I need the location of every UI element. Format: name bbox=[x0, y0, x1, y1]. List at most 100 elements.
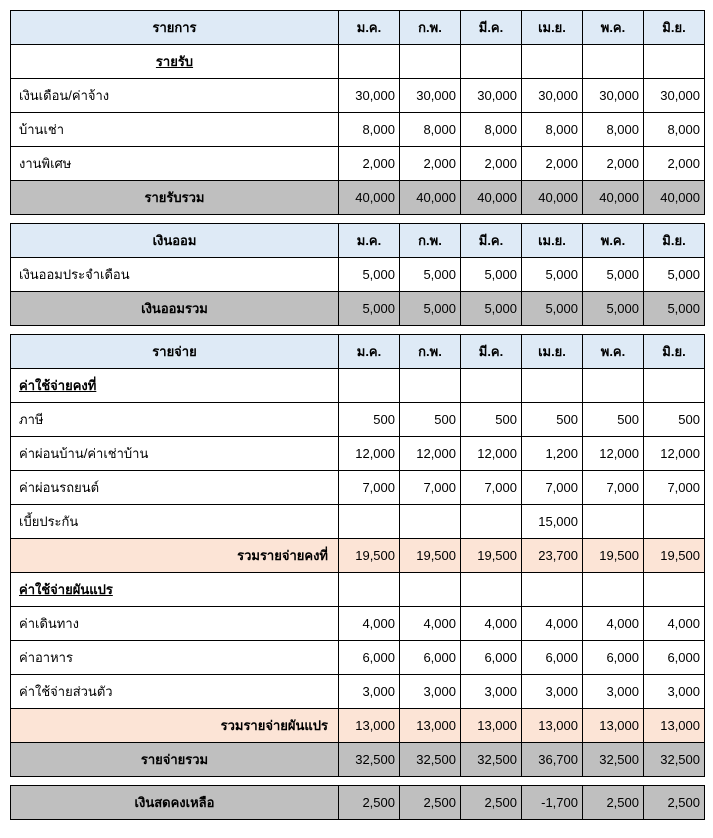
variable-subtotal-label: รวมรายจ่ายผันแปร bbox=[11, 709, 339, 743]
table-row: ค่าผ่อนบ้าน/ค่าเช่าบ้าน 12,000 12,000 12… bbox=[11, 437, 705, 471]
cell: 12,000 bbox=[400, 437, 461, 471]
cell: 500 bbox=[522, 403, 583, 437]
cell: 30,000 bbox=[522, 79, 583, 113]
remaining-label: เงินสดคงเหลือ bbox=[11, 786, 339, 820]
cell: 7,000 bbox=[339, 471, 400, 505]
cell: 12,000 bbox=[339, 437, 400, 471]
table-row: ค่าใช้จ่ายส่วนตัว 3,000 3,000 3,000 3,00… bbox=[11, 675, 705, 709]
income-header-label: รายการ bbox=[11, 11, 339, 45]
table-row: เบี้ยประกัน 15,000 bbox=[11, 505, 705, 539]
cell: 7,000 bbox=[461, 471, 522, 505]
cell: 19,500 bbox=[400, 539, 461, 573]
cell: 32,500 bbox=[339, 743, 400, 777]
month-header: มิ.ย. bbox=[644, 224, 705, 258]
cell: 3,000 bbox=[522, 675, 583, 709]
expenses-total-row: รายจ่ายรวม 32,500 32,500 32,500 36,700 3… bbox=[11, 743, 705, 777]
month-header: มิ.ย. bbox=[644, 335, 705, 369]
cell: 32,500 bbox=[461, 743, 522, 777]
cell: 12,000 bbox=[461, 437, 522, 471]
row-label: ค่าเดินทาง bbox=[11, 607, 339, 641]
month-header: มี.ค. bbox=[461, 224, 522, 258]
cell: 5,000 bbox=[339, 292, 400, 326]
month-header: ม.ค. bbox=[339, 335, 400, 369]
cell: 13,000 bbox=[522, 709, 583, 743]
variable-section-row: ค่าใช้จ่ายผันแปร bbox=[11, 573, 705, 607]
cell: 7,000 bbox=[583, 471, 644, 505]
row-label: เงินเดือน/ค่าจ้าง bbox=[11, 79, 339, 113]
cell: 12,000 bbox=[583, 437, 644, 471]
month-header: ม.ค. bbox=[339, 11, 400, 45]
cell: -1,700 bbox=[522, 786, 583, 820]
table-row: งานพิเศษ 2,000 2,000 2,000 2,000 2,000 2… bbox=[11, 147, 705, 181]
cell: 12,000 bbox=[644, 437, 705, 471]
cell: 40,000 bbox=[644, 181, 705, 215]
cell: 40,000 bbox=[522, 181, 583, 215]
cell: 2,500 bbox=[644, 786, 705, 820]
month-header: ก.พ. bbox=[400, 224, 461, 258]
cell: 3,000 bbox=[644, 675, 705, 709]
cell: 500 bbox=[583, 403, 644, 437]
cell: 7,000 bbox=[644, 471, 705, 505]
cell: 15,000 bbox=[522, 505, 583, 539]
cell: 30,000 bbox=[644, 79, 705, 113]
cell: 30,000 bbox=[461, 79, 522, 113]
month-header: ม.ค. bbox=[339, 224, 400, 258]
savings-total-label: เงินออมรวม bbox=[11, 292, 339, 326]
cell: 6,000 bbox=[461, 641, 522, 675]
cell: 2,500 bbox=[461, 786, 522, 820]
cell: 30,000 bbox=[583, 79, 644, 113]
cell: 7,000 bbox=[522, 471, 583, 505]
expenses-total-label: รายจ่ายรวม bbox=[11, 743, 339, 777]
table-row: เงินเดือน/ค่าจ้าง 30,000 30,000 30,000 3… bbox=[11, 79, 705, 113]
cell: 2,000 bbox=[461, 147, 522, 181]
cell: 13,000 bbox=[400, 709, 461, 743]
cell: 4,000 bbox=[400, 607, 461, 641]
cell: 2,000 bbox=[339, 147, 400, 181]
cell: 40,000 bbox=[400, 181, 461, 215]
month-header: เม.ย. bbox=[522, 11, 583, 45]
month-header: มิ.ย. bbox=[644, 11, 705, 45]
cell: 4,000 bbox=[583, 607, 644, 641]
cell: 5,000 bbox=[400, 292, 461, 326]
cell: 6,000 bbox=[339, 641, 400, 675]
cell: 8,000 bbox=[644, 113, 705, 147]
cell bbox=[644, 505, 705, 539]
cell: 23,700 bbox=[522, 539, 583, 573]
row-label: บ้านเช่า bbox=[11, 113, 339, 147]
income-header-row: รายการ ม.ค. ก.พ. มี.ค. เม.ย. พ.ค. มิ.ย. bbox=[11, 11, 705, 45]
row-label: เงินออมประจำเดือน bbox=[11, 258, 339, 292]
cell: 2,000 bbox=[522, 147, 583, 181]
savings-header-label: เงินออม bbox=[11, 224, 339, 258]
cell: 40,000 bbox=[461, 181, 522, 215]
cell: 7,000 bbox=[400, 471, 461, 505]
cell: 4,000 bbox=[461, 607, 522, 641]
cell: 13,000 bbox=[583, 709, 644, 743]
cell: 4,000 bbox=[339, 607, 400, 641]
savings-table: เงินออม ม.ค. ก.พ. มี.ค. เม.ย. พ.ค. มิ.ย.… bbox=[10, 223, 705, 326]
cell: 2,500 bbox=[400, 786, 461, 820]
row-label: ภาษี bbox=[11, 403, 339, 437]
cell: 2,500 bbox=[583, 786, 644, 820]
cell: 500 bbox=[461, 403, 522, 437]
cell: 30,000 bbox=[400, 79, 461, 113]
month-header: พ.ค. bbox=[583, 224, 644, 258]
cell: 500 bbox=[400, 403, 461, 437]
cell bbox=[583, 505, 644, 539]
month-header: เม.ย. bbox=[522, 335, 583, 369]
cell: 5,000 bbox=[583, 258, 644, 292]
cell: 32,500 bbox=[644, 743, 705, 777]
cell: 32,500 bbox=[583, 743, 644, 777]
cell: 6,000 bbox=[522, 641, 583, 675]
cell: 13,000 bbox=[339, 709, 400, 743]
cell: 3,000 bbox=[461, 675, 522, 709]
cell: 2,000 bbox=[644, 147, 705, 181]
variable-subtotal-row: รวมรายจ่ายผันแปร 13,000 13,000 13,000 13… bbox=[11, 709, 705, 743]
cell: 13,000 bbox=[461, 709, 522, 743]
table-row: เงินออมประจำเดือน 5,000 5,000 5,000 5,00… bbox=[11, 258, 705, 292]
income-total-row: รายรับรวม 40,000 40,000 40,000 40,000 40… bbox=[11, 181, 705, 215]
cell: 3,000 bbox=[400, 675, 461, 709]
cell: 6,000 bbox=[400, 641, 461, 675]
month-header: พ.ค. bbox=[583, 335, 644, 369]
remaining-table: เงินสดคงเหลือ 2,500 2,500 2,500 -1,700 2… bbox=[10, 785, 705, 820]
variable-section-label: ค่าใช้จ่ายผันแปร bbox=[11, 573, 339, 607]
